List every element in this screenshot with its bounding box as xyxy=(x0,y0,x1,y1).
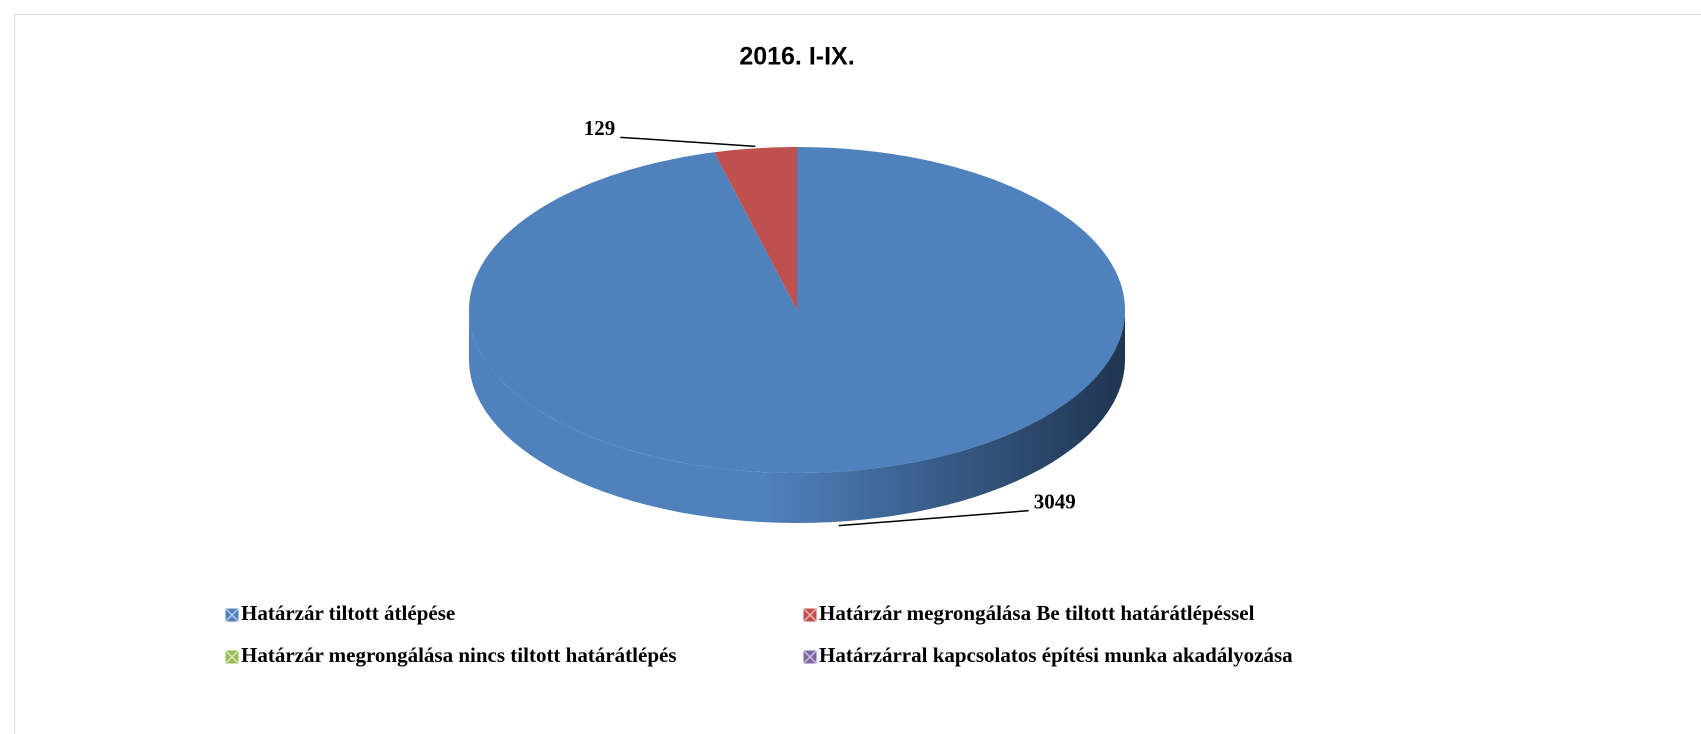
legend-label: Határzár megrongálása nincs tiltott hatá… xyxy=(241,643,677,667)
data-label: 3049 xyxy=(1034,489,1076,513)
legend-label: Határzár tiltott átlépése xyxy=(241,601,455,625)
legend-swatch-mark xyxy=(803,650,817,664)
leader-line xyxy=(838,509,1029,527)
legend-swatch-mark xyxy=(225,650,239,664)
leader-line xyxy=(620,136,756,148)
data-label: 129 xyxy=(584,116,616,140)
legend-swatch-mark xyxy=(225,608,239,622)
slice-side xyxy=(469,310,1125,523)
legend-label: Határzár megrongálása Be tiltott határát… xyxy=(819,601,1255,625)
chart-title: 2016. I-IX. xyxy=(739,43,854,71)
slice xyxy=(714,147,797,310)
legend-label: Határzárral kapcsolatos építési munka ak… xyxy=(819,643,1293,667)
legend-swatch-mark xyxy=(803,608,817,622)
